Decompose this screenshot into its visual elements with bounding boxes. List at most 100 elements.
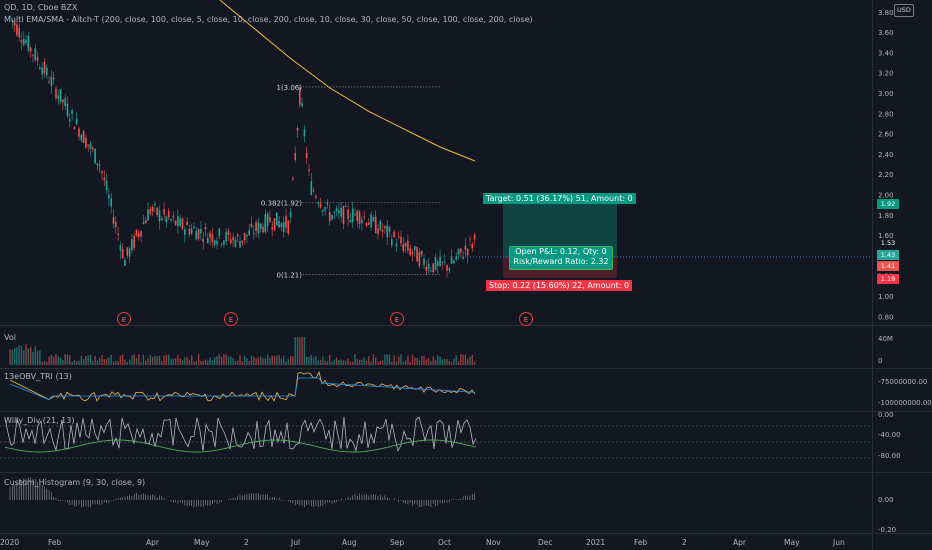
- volume-bar: [57, 356, 59, 365]
- candle-body: [165, 216, 168, 223]
- candle-body: [342, 206, 345, 224]
- candle-body: [110, 198, 112, 207]
- candle-body: [202, 238, 204, 242]
- volume-bar: [289, 356, 292, 365]
- volume-bar: [296, 337, 299, 365]
- volume-bar: [101, 354, 103, 365]
- volume-bar: [381, 360, 384, 365]
- volume-bar: [62, 359, 64, 365]
- candle-body: [386, 225, 388, 238]
- volume-bar: [43, 360, 46, 365]
- candle-body: [285, 215, 287, 228]
- currency-badge[interactable]: USD: [894, 4, 914, 17]
- candle-body: [64, 98, 66, 106]
- volume-bar: [377, 361, 379, 365]
- volume-bar: [283, 355, 285, 365]
- earnings-marker[interactable]: E: [519, 312, 533, 326]
- price-tick-label: 2.60: [878, 131, 894, 139]
- candle-body: [333, 211, 336, 213]
- candle-body: [209, 232, 211, 238]
- volume-bar: [276, 355, 278, 365]
- candle-body: [112, 217, 115, 224]
- fibonacci-retracement[interactable]: 1(3.06) 0.382(1.92) 0(1.21): [261, 84, 440, 280]
- candle-body: [195, 230, 198, 240]
- risk-reward-label: Risk/Reward Ratio: 2.32: [513, 257, 609, 266]
- candle-body: [78, 128, 80, 137]
- candle-body: [207, 237, 209, 244]
- volume-bar: [469, 356, 471, 365]
- volume-bar: [48, 356, 50, 365]
- volume-title[interactable]: Vol: [4, 333, 16, 342]
- candle-body: [310, 181, 313, 195]
- candle-body: [273, 218, 276, 231]
- candle-body: [50, 76, 53, 87]
- candle-body: [253, 232, 255, 235]
- candle-body: [319, 203, 322, 208]
- candle-body: [349, 220, 352, 223]
- candle-body: [278, 220, 280, 228]
- volume-bar: [18, 345, 20, 365]
- volume-bar: [103, 359, 105, 365]
- volume-bar: [108, 357, 110, 365]
- earnings-marker[interactable]: E: [390, 312, 404, 326]
- candle-body: [411, 252, 414, 254]
- volume-bar: [354, 354, 356, 365]
- price-tick-label: 1.80: [878, 212, 894, 220]
- candle-body: [266, 213, 269, 227]
- volume-bar: [322, 356, 324, 365]
- volume-bar: [269, 358, 271, 365]
- willy-title[interactable]: Willy_Div (21, 13): [4, 416, 75, 425]
- volume-bar: [409, 361, 411, 365]
- candle-body: [105, 180, 108, 191]
- volume-bar: [193, 361, 195, 365]
- volume-bar: [444, 359, 446, 365]
- volume-bar: [333, 359, 335, 365]
- earnings-marker[interactable]: E: [117, 312, 131, 326]
- candle-body: [172, 215, 175, 218]
- volume-bar: [80, 355, 82, 365]
- volume-bar: [207, 360, 209, 365]
- candle-body: [340, 207, 342, 217]
- candle-body: [13, 22, 16, 26]
- volume-bar: [257, 357, 260, 365]
- candle-body: [223, 240, 225, 245]
- candle-body: [55, 88, 57, 99]
- volume-bar: [363, 357, 365, 365]
- candle-body: [262, 226, 264, 233]
- candle-body: [379, 220, 382, 230]
- volume-bar: [163, 355, 165, 365]
- candle-body: [455, 256, 457, 260]
- candle-body: [177, 216, 179, 227]
- candle-body: [370, 214, 372, 228]
- volume-bar: [112, 361, 115, 365]
- volume-bar: [398, 356, 400, 365]
- volume-bar: [260, 356, 262, 365]
- volume-bar: [421, 356, 423, 365]
- candle-body: [466, 248, 469, 256]
- candle-body: [52, 77, 55, 80]
- time-axis-label: May: [784, 538, 800, 547]
- candle-body: [213, 240, 216, 245]
- price-tick-label: 1.00: [878, 293, 894, 301]
- volume-bar: [46, 361, 48, 365]
- candle-body: [280, 223, 283, 228]
- histogram-title[interactable]: Custom_Histogram (9, 30, close, 9): [4, 478, 146, 487]
- price-tick-label: 3.80: [878, 9, 894, 17]
- open-pl-box: Open P&L: 0.12, Qty: 0 Risk/Reward Ratio…: [509, 246, 613, 270]
- symbol-title[interactable]: QD, 1D, Cboe BZX: [4, 3, 78, 12]
- volume-bar: [237, 360, 239, 365]
- volume-bar: [154, 355, 156, 365]
- candle-body: [377, 228, 379, 235]
- candle-body: [395, 243, 398, 247]
- time-axis[interactable]: 2020 Feb Apr May 2 Jul Aug Sep Oct Nov Dec 2021 Feb 2…: [0, 538, 845, 547]
- earnings-marker[interactable]: E: [224, 312, 238, 326]
- indicator-legend[interactable]: Multi EMA/SMA - Aitch-T (200, close, 100…: [4, 15, 533, 24]
- volume-bar: [186, 357, 188, 365]
- candle-body: [73, 126, 76, 130]
- pane-tick-label: 0.00: [878, 411, 894, 419]
- obv-title[interactable]: 13eOBV_TRI (13): [4, 372, 72, 381]
- volume-bar: [41, 361, 43, 365]
- candle-body: [460, 248, 462, 253]
- candle-body: [200, 228, 202, 234]
